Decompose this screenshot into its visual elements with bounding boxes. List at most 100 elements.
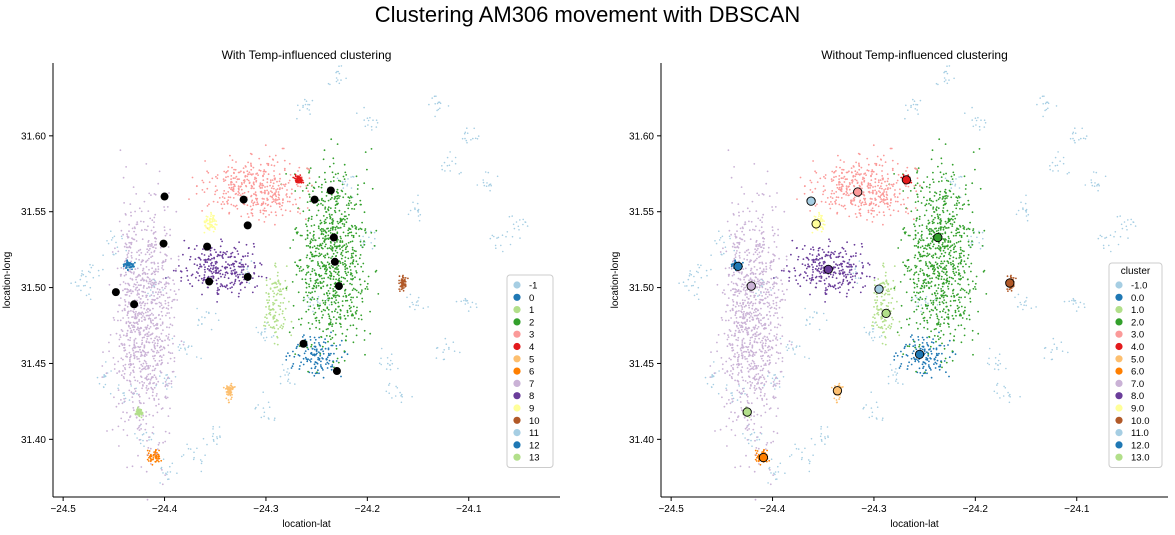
cluster-point bbox=[913, 286, 916, 289]
noise-point bbox=[805, 318, 808, 321]
cluster-point bbox=[883, 331, 885, 333]
cluster-point bbox=[315, 326, 317, 329]
cluster-point bbox=[138, 320, 140, 322]
cluster-point bbox=[282, 147, 285, 150]
cluster-point bbox=[130, 324, 133, 327]
cluster-point bbox=[313, 374, 316, 377]
cluster-point bbox=[300, 323, 302, 326]
cluster-point bbox=[947, 309, 950, 312]
cluster-point bbox=[948, 280, 951, 283]
cluster-point bbox=[402, 274, 404, 277]
cluster-point bbox=[920, 202, 923, 204]
cluster-point bbox=[292, 176, 295, 179]
noise-point bbox=[936, 304, 939, 306]
noise-point bbox=[106, 240, 108, 242]
cluster-point bbox=[218, 197, 221, 199]
cluster-point bbox=[128, 344, 131, 347]
cluster-point bbox=[265, 279, 268, 282]
cluster-point bbox=[247, 265, 249, 267]
cluster-point bbox=[205, 226, 208, 229]
cluster-point bbox=[228, 264, 231, 267]
noise-point bbox=[142, 439, 144, 442]
cluster-point bbox=[974, 168, 976, 171]
noise-point bbox=[786, 343, 789, 346]
cluster-point bbox=[238, 292, 240, 295]
cluster-point bbox=[933, 334, 936, 337]
cluster-point bbox=[301, 190, 304, 192]
cluster-point bbox=[284, 209, 287, 212]
cluster-point bbox=[231, 159, 234, 162]
cluster-point bbox=[350, 252, 353, 255]
noise-point bbox=[698, 266, 701, 269]
cluster-point bbox=[173, 316, 176, 319]
cluster-point bbox=[231, 393, 233, 396]
cluster-point bbox=[222, 201, 224, 203]
cluster-point bbox=[922, 282, 925, 285]
cluster-point bbox=[947, 313, 949, 316]
noise-point bbox=[160, 466, 163, 469]
noise-point bbox=[388, 382, 391, 385]
cluster-point bbox=[282, 325, 284, 328]
cluster-point bbox=[909, 190, 912, 192]
noise-point bbox=[912, 103, 915, 106]
cluster-point bbox=[169, 323, 172, 326]
noise-point bbox=[439, 107, 441, 110]
noise-point bbox=[482, 179, 485, 181]
cluster-point bbox=[982, 270, 985, 273]
noise-point bbox=[1067, 351, 1069, 354]
cluster-point bbox=[324, 272, 327, 275]
cluster-point bbox=[271, 326, 274, 329]
cluster-point bbox=[151, 255, 154, 258]
cluster-point bbox=[136, 281, 139, 284]
cluster-point bbox=[308, 182, 311, 185]
cluster-point bbox=[133, 357, 136, 360]
cluster-point bbox=[983, 229, 986, 232]
noise-point bbox=[697, 271, 699, 274]
cluster-point bbox=[313, 342, 316, 344]
cluster-point bbox=[929, 282, 931, 284]
cluster-point bbox=[347, 314, 349, 317]
cluster-point bbox=[126, 329, 129, 332]
cluster-point bbox=[160, 310, 163, 313]
cluster-point bbox=[325, 231, 328, 234]
cluster-point bbox=[264, 186, 266, 188]
noise-point bbox=[718, 239, 721, 241]
cluster-point bbox=[215, 223, 218, 226]
cluster-point bbox=[195, 185, 198, 188]
noise-point bbox=[460, 300, 463, 303]
noise-point bbox=[116, 246, 119, 248]
cluster-point bbox=[230, 382, 233, 385]
cluster-point bbox=[272, 290, 274, 292]
cluster-point bbox=[327, 313, 330, 316]
cluster-point bbox=[340, 326, 342, 328]
cluster-point bbox=[167, 337, 169, 340]
cluster-point bbox=[138, 254, 141, 256]
cluster-point bbox=[367, 275, 370, 278]
cluster-point bbox=[150, 312, 153, 315]
cluster-point bbox=[923, 319, 926, 322]
cluster-point bbox=[309, 336, 312, 338]
cluster-point bbox=[214, 193, 216, 196]
cluster-point bbox=[160, 293, 163, 296]
noise-point bbox=[287, 374, 290, 376]
noise-point bbox=[1120, 223, 1123, 226]
cluster-point bbox=[943, 318, 946, 321]
noise-point bbox=[1054, 164, 1057, 167]
noise-point bbox=[927, 302, 929, 305]
cluster-point bbox=[352, 305, 355, 308]
noise-point bbox=[997, 359, 1000, 362]
cluster-point bbox=[333, 243, 336, 246]
cluster-point bbox=[145, 229, 148, 232]
cluster-point bbox=[119, 319, 122, 322]
cluster-point bbox=[154, 283, 157, 286]
noise-point bbox=[1090, 181, 1093, 184]
cluster-point bbox=[135, 240, 138, 242]
cluster-point bbox=[343, 314, 346, 317]
cluster-point bbox=[237, 295, 240, 298]
cluster-point bbox=[130, 260, 133, 263]
cluster-point bbox=[354, 288, 357, 291]
cluster-point bbox=[890, 287, 893, 290]
cluster-point bbox=[262, 174, 264, 177]
cluster-point bbox=[962, 288, 965, 291]
noise-point bbox=[464, 131, 467, 134]
